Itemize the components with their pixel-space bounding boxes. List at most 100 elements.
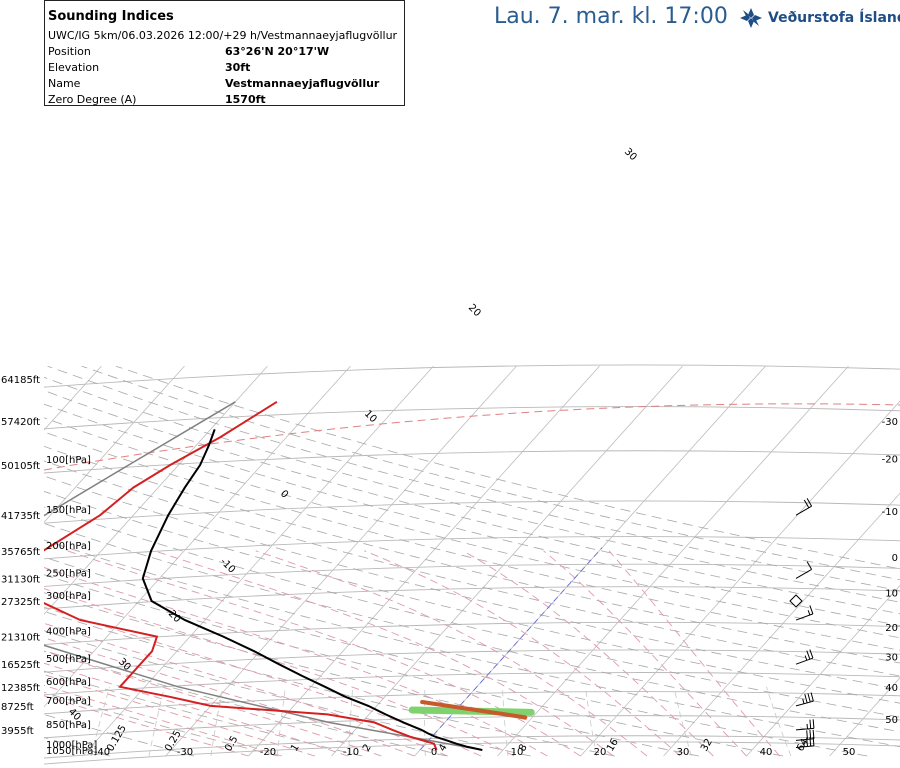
forecast-time: Lau. 7. mar. kl. 17:00 [494, 4, 728, 29]
wind-barb-staff [795, 700, 814, 707]
mixing-ratio-line [502, 686, 509, 757]
wind-barb-flag [803, 499, 810, 509]
info-title: Sounding Indices [48, 9, 174, 24]
dry-adiabat-line [44, 714, 194, 757]
moist-adiabat-line [255, 550, 648, 757]
isobar-line [44, 715, 900, 739]
wind-barb-flag [806, 561, 813, 570]
temperature-group [141, 429, 535, 751]
isotherm-line [746, 584, 900, 757]
mixing-ratio-line [276, 686, 286, 757]
isotherm-line [663, 492, 900, 757]
mixing-ratio-line [673, 686, 692, 757]
bottom-temp-label: -40 [94, 747, 110, 758]
isotherm-line [165, 365, 517, 757]
isobar-line [44, 536, 900, 560]
wind-barb-flag [804, 655, 808, 661]
wind-barb [789, 594, 803, 608]
wind-barb-flag [804, 694, 808, 704]
isotherm-line [44, 365, 268, 616]
calm-wind-icon [789, 594, 803, 608]
logo-text: Veðurstofa Íslands [768, 10, 900, 26]
info-value-position: 63°26'N 20°17'W [225, 45, 330, 58]
dry-adiabat-line [44, 691, 279, 757]
wind-barb-flag [806, 650, 811, 660]
moist-adiabat-line [44, 662, 349, 757]
isobar-line [44, 406, 900, 430]
sounding-info-box: Sounding Indices UWC/IG 5km/06.03.2026 1… [44, 0, 405, 106]
right-temp-label: 50 [885, 715, 898, 726]
snowflake-logo-icon [740, 8, 762, 28]
dry-adiabat-line [44, 574, 784, 757]
isobar-line [44, 364, 900, 388]
pressure-label: 850[hPa] [46, 720, 91, 731]
wind-barb-flag [807, 693, 811, 703]
isotherm-line [248, 365, 600, 757]
pressure-label: 200[hPa] [46, 541, 91, 552]
wind-barb-staff [795, 568, 812, 579]
right-temp-label: 20 [885, 623, 898, 634]
wind-barb-flag [812, 729, 815, 739]
reference-lines-group [44, 403, 900, 751]
mixing-ratio-label: 32 [699, 737, 715, 754]
altitude-label: 31130ft [1, 574, 40, 585]
info-value-elevation: 30ft [225, 61, 251, 74]
dry-adiabat-line [44, 592, 699, 757]
wind-barb-flag [809, 730, 812, 740]
mixing-ratio-line [585, 686, 598, 757]
isotherm-line [331, 365, 683, 757]
altitude-label: 21310ft [1, 633, 40, 644]
moist-adiabat-line [44, 684, 282, 757]
altitude-label: 57420ft [1, 417, 40, 428]
moist-adiabat-line [44, 637, 415, 757]
dry-adiabat-line [44, 610, 615, 757]
mixing-ratio-label: 2 [361, 742, 374, 753]
altitude-label: 16525ft [1, 660, 40, 671]
bottom-temp-label: -10 [343, 747, 359, 758]
altitude-label: 8725ft [1, 702, 34, 713]
dewpoint-group [44, 400, 438, 751]
dry-adiabat-line [44, 650, 447, 757]
wind-barb-flag [809, 649, 814, 659]
dry-adiabat-line [44, 522, 900, 733]
info-label-position: Position [48, 45, 91, 58]
dry-adiabat-line [44, 403, 900, 627]
wind-barb-flag [809, 605, 814, 615]
bottom-temp-label: 40 [760, 747, 773, 758]
altitude-label: 41735ft [1, 511, 40, 522]
isotherm-inline-label: 30 [622, 146, 639, 163]
dry-adiabat-line [44, 460, 900, 677]
dry-adiabat-line [44, 390, 900, 615]
dewpoint-line [44, 400, 438, 751]
moist-adiabat-line [44, 567, 548, 757]
isotherm-inline-label: 0 [278, 488, 290, 500]
isotherm-line [580, 400, 900, 757]
altitude-label: 12385ft [1, 683, 40, 694]
isobar-line [44, 672, 900, 696]
mixing-ratio-label: 0.125 [105, 723, 129, 753]
pressure-label: 1050[hPa] [46, 746, 97, 757]
info-value-name: Vestmannaeyjaflugvöllur [225, 77, 380, 90]
dry-adiabat-line [44, 506, 900, 718]
mixing-ratio-line [148, 686, 165, 757]
isotherm-group [44, 365, 900, 757]
moist-adiabat-line [608, 550, 781, 757]
mixing-ratio-label: 1 [289, 742, 302, 753]
wind-barb-staff [795, 505, 812, 516]
pressure-label: 600[hPa] [46, 677, 91, 688]
altitude-label: 27325ft [1, 597, 40, 608]
moist-adiabat-line [462, 550, 714, 757]
wind-barb [795, 561, 813, 579]
pressure-label: 400[hPa] [46, 627, 91, 638]
bottom-temp-label: 10 [511, 747, 524, 758]
wind-barb-flag [812, 719, 815, 729]
isotherm-line [497, 365, 849, 757]
right-temp-label: 10 [885, 588, 898, 599]
info-label-zero-degree: Zero Degree (A) [48, 93, 137, 106]
wind-barb-flag [810, 692, 814, 702]
mixing-ratio-line [348, 686, 354, 757]
isobar-line [44, 586, 900, 610]
wind-barb-flag [807, 610, 811, 616]
wind-barb [795, 729, 815, 741]
